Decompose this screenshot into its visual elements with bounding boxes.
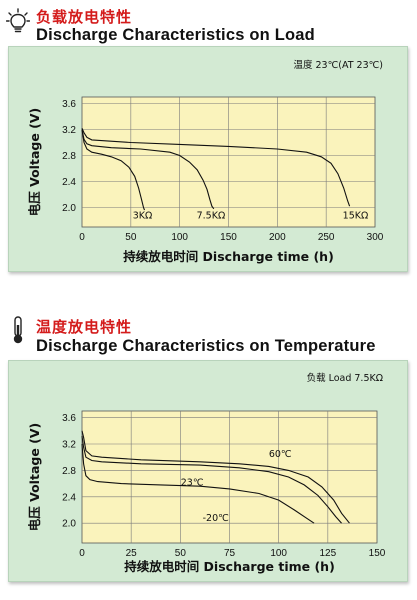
load-chart-panel: 0 50 100 150 200 250 300 2.0 2.4 2.8 3.2 3.6 3KΩ 7.5K… bbox=[8, 46, 408, 272]
series-label: 3KΩ bbox=[133, 210, 153, 221]
y-tick-label: 3.6 bbox=[62, 413, 76, 424]
x-tick-label: 100 bbox=[270, 548, 287, 559]
condition-label: 温度 23℃(AT 23℃) bbox=[293, 59, 383, 71]
series-line-temp-2 bbox=[81, 443, 315, 524]
x-axis-title: 持续放电时间 Discharge time (h) bbox=[123, 249, 334, 264]
x-tick-label: 0 bbox=[79, 232, 85, 243]
y-tick-label: 2.0 bbox=[62, 519, 76, 530]
x-tick-label: 200 bbox=[269, 232, 286, 243]
y-tick-label: 3.2 bbox=[62, 125, 76, 136]
series-line-load-1 bbox=[81, 129, 215, 210]
thermometer-icon bbox=[13, 316, 23, 344]
lightbulb-icon bbox=[6, 8, 30, 33]
x-tick-label: 150 bbox=[220, 232, 237, 243]
x-tick-label: 300 bbox=[367, 232, 384, 243]
load-discharge-chart: 0 50 100 150 200 250 300 2.0 2.4 2.8 3.2 3.6 3KΩ 7.5K… bbox=[27, 59, 384, 264]
x-tick-label: 0 bbox=[79, 548, 85, 559]
x-tick-label: 50 bbox=[175, 548, 187, 559]
x-tick-label: 25 bbox=[126, 548, 138, 559]
series-label: -20℃ bbox=[203, 513, 230, 524]
x-tick-label: 50 bbox=[125, 232, 137, 243]
x-tick-label: 150 bbox=[369, 548, 386, 559]
temperature-title-en: Discharge Characteristics on Temperature bbox=[36, 337, 376, 355]
condition-label: 负载 Load 7.5KΩ bbox=[307, 372, 383, 384]
series-label: 7.5KΩ bbox=[197, 210, 226, 221]
y-tick-label: 2.0 bbox=[62, 203, 76, 214]
series-line-load-0 bbox=[81, 129, 146, 211]
y-tick-label: 2.8 bbox=[62, 466, 76, 477]
x-tick-label: 250 bbox=[318, 232, 335, 243]
y-tick-label: 2.8 bbox=[62, 151, 76, 162]
temperature-title-cn: 温度放电特性 bbox=[36, 318, 133, 336]
series-label: 60℃ bbox=[269, 449, 292, 460]
y-tick-label: 2.4 bbox=[62, 492, 76, 503]
x-axis-title: 持续放电时间 Discharge time (h) bbox=[124, 559, 335, 574]
x-tick-label: 125 bbox=[319, 548, 336, 559]
load-title-cn: 负载放电特性 bbox=[36, 8, 133, 26]
y-axis-title: 电压 Voltage (V) bbox=[27, 423, 42, 532]
series-line-temp-1 bbox=[81, 436, 343, 524]
series-label: 23℃ bbox=[181, 477, 204, 488]
load-title-en: Discharge Characteristics on Load bbox=[36, 26, 315, 44]
temperature-discharge-chart: 0 25 50 75 100 125 150 2.0 2.4 2.8 3.2 3.6 60℃ 23℃ -20… bbox=[27, 372, 386, 574]
series-label: 15KΩ bbox=[343, 210, 369, 221]
y-tick-label: 3.6 bbox=[62, 99, 76, 110]
x-tick-label: 75 bbox=[224, 548, 236, 559]
x-tick-label: 100 bbox=[171, 232, 188, 243]
series-line-load-2 bbox=[81, 127, 351, 207]
y-tick-label: 2.4 bbox=[62, 177, 76, 188]
y-tick-label: 3.2 bbox=[62, 440, 76, 451]
series-line-temp-0 bbox=[81, 430, 350, 524]
load-section: 负载放电特性 Discharge Characteristics on Load… bbox=[0, 0, 417, 290]
y-axis-title: 电压 Voltage (V) bbox=[27, 108, 42, 217]
temperature-chart-panel: 0 25 50 75 100 125 150 2.0 2.4 2.8 3.2 3.6 60℃ 23℃ -20… bbox=[8, 360, 408, 582]
temperature-section: 温度放电特性 Discharge Characteristics on Temp… bbox=[0, 312, 417, 600]
